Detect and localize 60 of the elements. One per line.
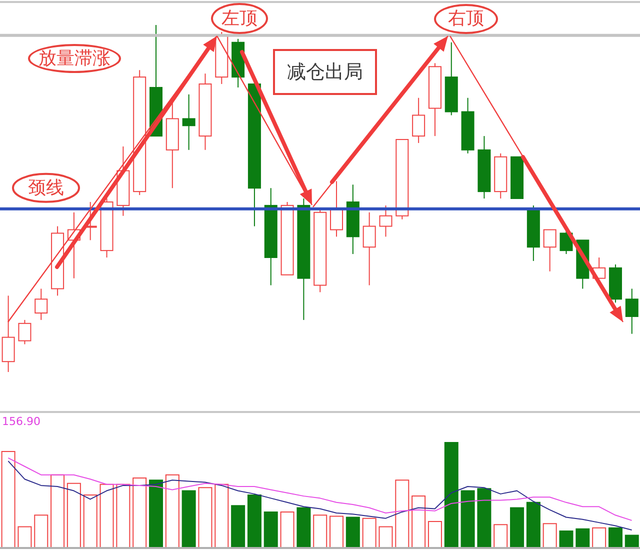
candlestick — [478, 136, 491, 199]
bar — [494, 524, 508, 548]
bar — [510, 507, 524, 548]
bar — [412, 496, 426, 548]
bar — [576, 528, 590, 548]
bar — [559, 530, 574, 548]
bar — [428, 521, 442, 548]
bar — [132, 478, 147, 548]
bar — [214, 484, 229, 548]
candlestick — [379, 204, 392, 238]
bar — [346, 516, 360, 548]
bar — [50, 474, 65, 548]
bar — [444, 442, 458, 548]
rectangle-outline: 减仓出局 — [273, 49, 377, 95]
bar — [18, 526, 32, 548]
bar — [116, 484, 130, 548]
bar — [592, 527, 606, 548]
bar — [83, 494, 98, 548]
annotation: 右顶 — [448, 8, 484, 29]
bar — [330, 516, 344, 548]
candlestick — [346, 184, 360, 255]
oval-outline: 左顶 — [211, 3, 268, 34]
candlestick — [264, 188, 278, 286]
bar — [526, 502, 540, 548]
candlestick — [297, 198, 310, 320]
bar — [296, 507, 311, 548]
bar — [34, 514, 48, 548]
bar — [460, 490, 475, 548]
bar — [362, 518, 376, 548]
annotation: 左顶 — [222, 8, 258, 28]
bar — [66, 482, 81, 548]
candlestick — [625, 288, 638, 334]
bar — [378, 526, 393, 548]
ref-line-label: 颈线 — [28, 177, 64, 198]
bar — [182, 490, 196, 548]
bar — [165, 474, 180, 548]
annotation: 放量滞涨 — [38, 48, 110, 68]
annotation: 减仓出局 — [287, 60, 363, 82]
bar — [395, 480, 410, 548]
bar — [247, 494, 262, 548]
candlestick — [330, 180, 344, 238]
candlestick — [412, 97, 426, 144]
oval-outline: 右顶 — [434, 4, 498, 34]
bar — [148, 480, 163, 548]
candlestick — [198, 73, 212, 150]
bar — [624, 534, 639, 548]
bar — [313, 514, 328, 548]
bar — [198, 487, 212, 548]
bar — [100, 484, 114, 548]
bar — [231, 505, 246, 548]
candlestick — [182, 94, 196, 150]
text: 156.90 — [2, 414, 40, 428]
bar — [542, 523, 557, 548]
bar — [608, 527, 622, 548]
oval-outline: 放量滞涨 — [28, 44, 121, 73]
bar — [477, 488, 492, 548]
bar — [264, 511, 278, 548]
candlestick — [34, 288, 48, 320]
candlestick — [362, 212, 376, 286]
bar — [280, 511, 294, 548]
